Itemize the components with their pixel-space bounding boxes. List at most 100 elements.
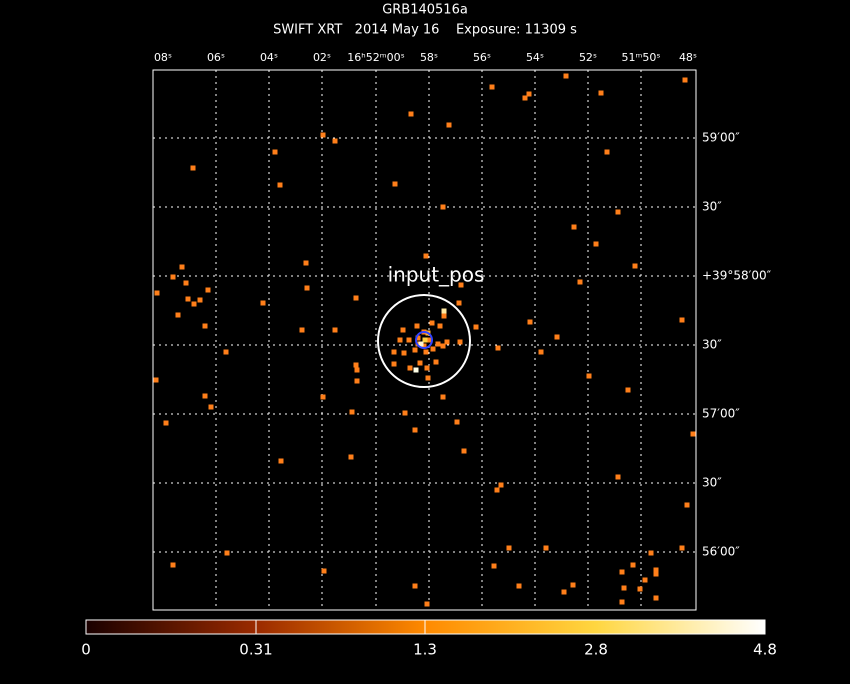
pixel <box>407 365 413 371</box>
dec-label: 59′00″ <box>702 131 740 145</box>
pixel <box>332 138 338 144</box>
pixel <box>299 327 305 333</box>
pixel <box>489 84 495 90</box>
pixel <box>354 378 360 384</box>
pixel <box>170 562 176 568</box>
ra-label: 16ʰ52ᵐ00ˢ <box>347 51 404 64</box>
pixel <box>430 346 436 352</box>
pixel <box>224 550 230 556</box>
pixel <box>690 431 696 437</box>
bright-pixel <box>441 308 447 314</box>
pixel <box>570 582 576 588</box>
source-region <box>377 294 471 388</box>
pixel <box>454 419 460 425</box>
pixel <box>412 583 418 589</box>
pixel <box>400 327 406 333</box>
pixel <box>412 427 418 433</box>
pixel <box>637 586 643 592</box>
pixel <box>653 571 659 577</box>
pixel <box>412 347 418 353</box>
pixel <box>615 474 621 480</box>
pixel <box>202 393 208 399</box>
pixel <box>593 241 599 247</box>
pixel <box>458 282 464 288</box>
pixel <box>429 320 435 326</box>
pixel <box>625 387 631 393</box>
pixel <box>391 361 397 367</box>
colorbar-label: 0.31 <box>239 641 272 659</box>
dec-label: 57′00″ <box>702 407 740 421</box>
colorbar-label: 1.3 <box>413 641 437 659</box>
pixel <box>527 319 533 325</box>
title: GRB140516a <box>382 3 468 18</box>
pixel <box>461 448 467 454</box>
ra-label: 48ˢ <box>679 51 697 64</box>
pixel <box>538 349 544 355</box>
ra-label: 56ˢ <box>473 51 491 64</box>
pixel <box>392 181 398 187</box>
pixel <box>202 323 208 329</box>
position-marker <box>415 331 433 349</box>
pixel <box>577 279 583 285</box>
bright-pixel <box>413 367 419 373</box>
pixel <box>423 253 429 259</box>
pixel <box>406 337 412 343</box>
pixel <box>435 341 441 347</box>
pixel <box>353 362 359 368</box>
pixel <box>563 73 569 79</box>
colorbar-label: 4.8 <box>753 641 777 659</box>
annotation: input_pos <box>388 263 485 287</box>
pixel <box>303 260 309 266</box>
pixel <box>630 562 636 568</box>
pixel <box>543 545 549 551</box>
pixel <box>440 394 446 400</box>
pixel <box>440 204 446 210</box>
pixel <box>304 285 310 291</box>
pixel <box>679 317 685 323</box>
ra-label: 04ˢ <box>260 51 278 64</box>
image-frame <box>152 69 697 611</box>
pixel <box>353 295 359 301</box>
pixel <box>526 91 532 97</box>
pixel <box>321 568 327 574</box>
pixel <box>684 502 690 508</box>
pixel <box>183 280 189 286</box>
pixel <box>348 454 354 460</box>
dec-label: 30″ <box>702 200 722 214</box>
pixel <box>554 334 560 340</box>
ra-label: 02ˢ <box>313 51 331 64</box>
pixel <box>615 209 621 215</box>
pixel <box>433 359 439 365</box>
pixel <box>621 585 627 591</box>
pixel <box>619 569 625 575</box>
pixel <box>682 77 688 83</box>
pixel <box>473 324 479 330</box>
pixel <box>414 323 420 329</box>
pixel <box>491 563 497 569</box>
pixel <box>457 339 463 345</box>
pixel <box>349 409 355 415</box>
pixel <box>586 373 592 379</box>
pixel <box>272 149 278 155</box>
pixel <box>402 410 408 416</box>
pixel <box>423 349 429 355</box>
pixel <box>205 287 211 293</box>
pixel <box>408 111 414 117</box>
pixel <box>415 335 421 341</box>
pixel <box>440 343 446 349</box>
pixel <box>446 122 452 128</box>
pixel <box>163 420 169 426</box>
pixel <box>425 375 431 381</box>
bright-pixel <box>418 341 424 347</box>
ra-label: 58ˢ <box>420 51 438 64</box>
ra-label: 51ᵐ50ˢ <box>622 51 661 64</box>
ra-label: 06ˢ <box>207 51 225 64</box>
pixel <box>223 349 229 355</box>
colorbar-label: 0 <box>81 641 91 659</box>
pixel <box>332 327 338 333</box>
pixel <box>619 599 625 605</box>
pixel <box>653 567 659 573</box>
photon-pixels <box>153 73 696 607</box>
